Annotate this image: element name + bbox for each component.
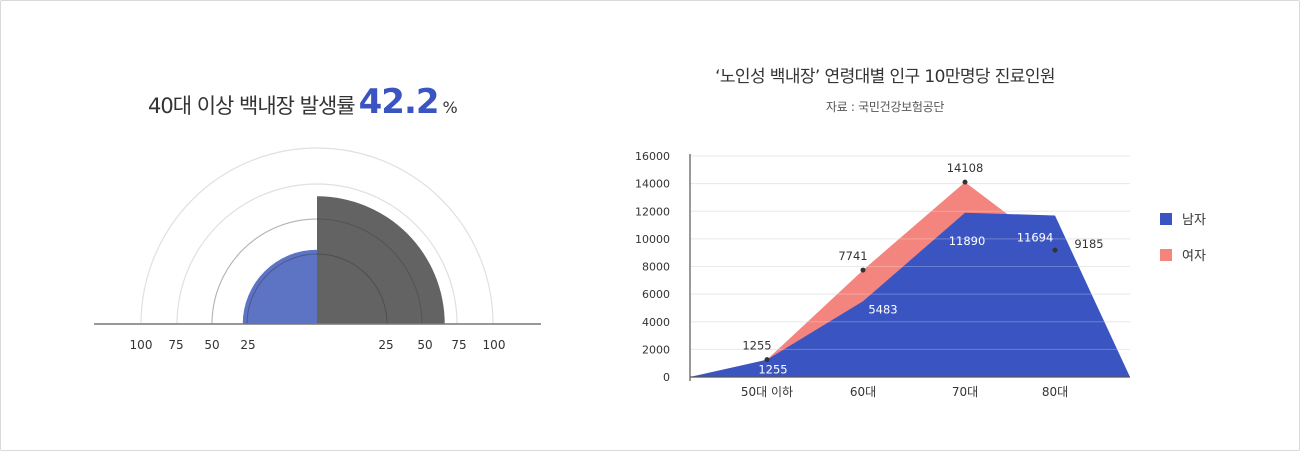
y-tick-label: 6000 <box>642 288 670 301</box>
y-tick-label: 16000 <box>635 150 670 163</box>
ring-100 <box>140 147 494 325</box>
semi-scale-label-left: 75 <box>168 338 183 352</box>
legend-label: 여자 <box>1182 249 1206 264</box>
x-category-label: 50대 이하 <box>741 385 793 399</box>
semi-scale-label-left: 100 <box>130 338 153 352</box>
semicircle-chart: 100 75 50 25 25 50 75 100 <box>94 147 541 352</box>
female-point <box>962 179 968 185</box>
right-chart-title: ‘노인성 백내장’ 연령대별 인구 10만명당 진료인원 <box>715 67 1055 87</box>
semi-bar-left <box>242 249 317 324</box>
semi-scale-label-left: 50 <box>204 338 219 352</box>
semi-scale-label-left: 25 <box>240 338 255 352</box>
left-title-unit: % <box>442 98 458 117</box>
ring-75 <box>176 183 458 325</box>
x-category-label: 80대 <box>1042 385 1068 399</box>
female-value-label: 14108 <box>947 161 984 175</box>
semi-scale-label-right: 25 <box>378 338 393 352</box>
female-value-label: 7741 <box>838 249 867 263</box>
male-value-label: 11890 <box>949 234 986 248</box>
semi-bar-right <box>317 196 445 324</box>
x-category-label: 70대 <box>952 385 978 399</box>
ring-25 <box>246 253 388 325</box>
y-tick-label: 4000 <box>642 316 670 329</box>
female-value-label: 9185 <box>1074 237 1103 251</box>
legend-label: 남자 <box>1182 213 1206 228</box>
legend-swatch <box>1160 249 1172 261</box>
female-point <box>860 267 866 273</box>
legend-swatch <box>1160 213 1172 225</box>
y-tick-label: 8000 <box>642 261 670 274</box>
y-tick-label: 2000 <box>642 343 670 356</box>
semi-scale-label-right: 100 <box>483 338 506 352</box>
left-title-value: 42.2 <box>358 82 440 122</box>
semi-scale-label-right: 75 <box>451 338 466 352</box>
x-category-label: 60대 <box>850 385 876 399</box>
semi-scale-label-right: 50 <box>417 338 432 352</box>
male-value-label: 11694 <box>1017 230 1054 244</box>
area-chart: 0 2000 4000 6000 8000 10000 12000 14000 16000 125… <box>635 150 1206 399</box>
ring-50-overlay <box>211 218 423 325</box>
female-point <box>764 357 770 363</box>
male-value-label: 1255 <box>758 363 787 377</box>
left-title-text: 40대 이상 백내장 발생률 <box>148 94 356 118</box>
y-tick-label: 12000 <box>635 205 670 218</box>
female-point <box>1052 247 1058 253</box>
area-male <box>690 212 1130 377</box>
male-value-label: 5483 <box>868 302 897 316</box>
y-tick-label: 14000 <box>635 178 670 191</box>
y-tick-label: 10000 <box>635 233 670 246</box>
y-tick-label: 0 <box>663 371 670 384</box>
right-chart-subtitle: 자료 : 국민건강보험공단 <box>825 100 945 114</box>
female-value-label: 1255 <box>742 339 771 353</box>
left-chart-title: 40대 이상 백내장 발생률 42.2% <box>148 82 458 122</box>
